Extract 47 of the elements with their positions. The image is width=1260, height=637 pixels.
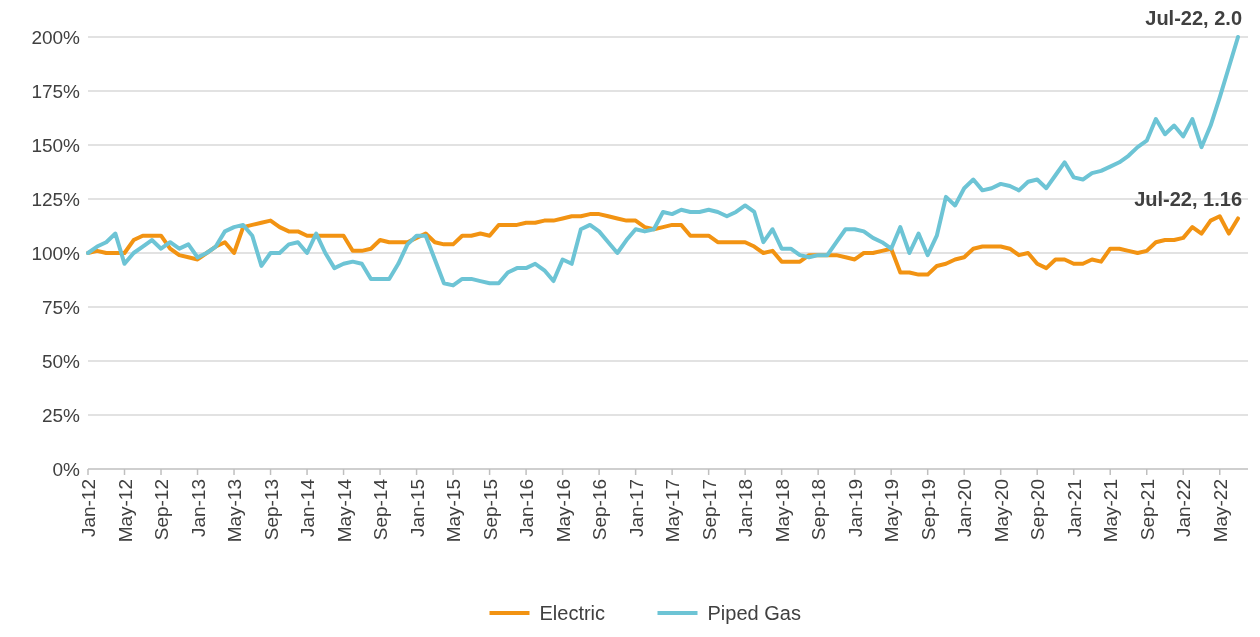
y-tick-label: 100% xyxy=(31,242,81,264)
x-tick-label: Jan-21 xyxy=(1063,479,1085,538)
x-tick-label: Sep-19 xyxy=(917,479,939,541)
y-tick-label: 50% xyxy=(41,350,81,372)
legend-label: Electric xyxy=(539,602,606,624)
x-tick-label: May-16 xyxy=(552,479,574,543)
line-series xyxy=(86,35,1240,288)
x-tick-label: May-21 xyxy=(1100,479,1122,543)
x-tick-label: Jan-22 xyxy=(1173,479,1195,538)
y-tick-label: 0% xyxy=(52,458,81,480)
x-tick-label: May-22 xyxy=(1209,479,1231,543)
x-tick-label: Sep-21 xyxy=(1136,479,1158,541)
y-tick-label: 200% xyxy=(31,26,81,48)
x-tick-label: May-15 xyxy=(443,479,465,543)
y-tick-label: 150% xyxy=(31,134,81,156)
x-tick-label: Sep-16 xyxy=(589,479,611,541)
x-tick-label: Sep-15 xyxy=(479,479,501,541)
x-tick-label: May-19 xyxy=(881,479,903,543)
x-tick-label: Sep-20 xyxy=(1027,479,1049,541)
x-tick-label: Jan-13 xyxy=(187,479,209,538)
x-tick-label: Sep-17 xyxy=(698,479,720,541)
x-tick-label: May-14 xyxy=(333,478,355,543)
x-tick-label: Jan-14 xyxy=(297,478,319,538)
y-tick-label: 25% xyxy=(41,404,81,426)
x-tick-label: Sep-18 xyxy=(808,479,830,541)
text: Jul-22, 2.0 xyxy=(1145,7,1242,29)
line-series xyxy=(86,212,1240,277)
x-tick-label: Jan-16 xyxy=(516,479,538,538)
y-tick-label: 175% xyxy=(31,80,81,102)
x-tick-label: Sep-13 xyxy=(260,479,282,541)
x-tick-label: Jan-17 xyxy=(625,479,647,538)
annotation: Jul-22, 1.16 xyxy=(1134,188,1242,211)
x-tick-label: Jan-18 xyxy=(735,479,757,538)
x-tick-label: Jan-20 xyxy=(954,479,976,538)
y-tick-label: 125% xyxy=(31,188,81,210)
x-tick-label: Sep-12 xyxy=(151,479,173,541)
x-tick-label: May-13 xyxy=(224,479,246,543)
x-tick-label: May-17 xyxy=(662,479,684,543)
y-tick-label: 75% xyxy=(41,296,81,318)
x-tick-label: May-20 xyxy=(990,479,1012,543)
x-tick-label: Jan-12 xyxy=(78,479,99,538)
x-tick-label: Sep-14 xyxy=(370,478,392,541)
legend-label: Piped Gas xyxy=(707,602,801,624)
x-tick-label: May-18 xyxy=(771,479,793,543)
x-tick-label: May-12 xyxy=(114,479,136,543)
x-tick-label: Jan-19 xyxy=(844,479,866,538)
x-tick-label: Jan-15 xyxy=(406,479,428,538)
